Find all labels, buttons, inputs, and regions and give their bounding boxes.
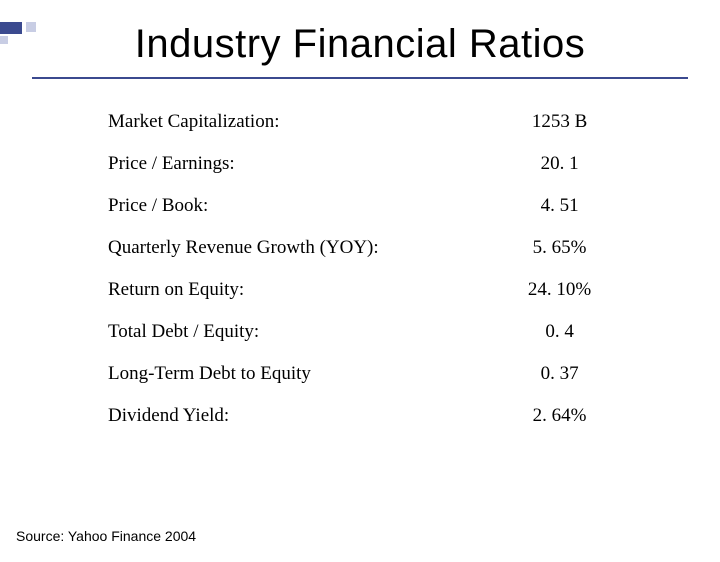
ratio-value: 2. 64% <box>479 395 640 437</box>
ratio-label: Total Debt / Equity: <box>104 311 479 353</box>
title-divider <box>32 77 688 79</box>
ratio-label: Quarterly Revenue Growth (YOY): <box>104 227 479 269</box>
slide-corner-accent <box>0 22 44 52</box>
table-row: Market Capitalization:1253 B <box>104 101 640 143</box>
accent-block-top-right <box>26 22 36 32</box>
ratio-value: 1253 B <box>479 101 640 143</box>
ratios-table: Market Capitalization:1253 BPrice / Earn… <box>104 101 640 437</box>
table-row: Price / Earnings:20. 1 <box>104 143 640 185</box>
ratio-label: Dividend Yield: <box>104 395 479 437</box>
ratio-label: Return on Equity: <box>104 269 479 311</box>
table-row: Dividend Yield:2. 64% <box>104 395 640 437</box>
ratio-label: Long-Term Debt to Equity <box>104 353 479 395</box>
ratio-value: 20. 1 <box>479 143 640 185</box>
table-row: Long-Term Debt to Equity0. 37 <box>104 353 640 395</box>
ratio-value: 5. 65% <box>479 227 640 269</box>
ratio-label: Price / Earnings: <box>104 143 479 185</box>
table-row: Return on Equity:24. 10% <box>104 269 640 311</box>
ratio-value: 0. 37 <box>479 353 640 395</box>
source-footnote: Source: Yahoo Finance 2004 <box>16 528 196 544</box>
ratio-value: 4. 51 <box>479 185 640 227</box>
accent-block-bottom-left <box>0 36 8 44</box>
table-row: Total Debt / Equity:0. 4 <box>104 311 640 353</box>
ratio-value: 24. 10% <box>479 269 640 311</box>
slide-title: Industry Financial Ratios <box>0 22 720 67</box>
ratios-table-wrap: Market Capitalization:1253 BPrice / Earn… <box>104 101 640 437</box>
table-row: Price / Book:4. 51 <box>104 185 640 227</box>
ratio-label: Market Capitalization: <box>104 101 479 143</box>
accent-block-large <box>0 22 22 34</box>
table-row: Quarterly Revenue Growth (YOY):5. 65% <box>104 227 640 269</box>
ratio-label: Price / Book: <box>104 185 479 227</box>
ratio-value: 0. 4 <box>479 311 640 353</box>
